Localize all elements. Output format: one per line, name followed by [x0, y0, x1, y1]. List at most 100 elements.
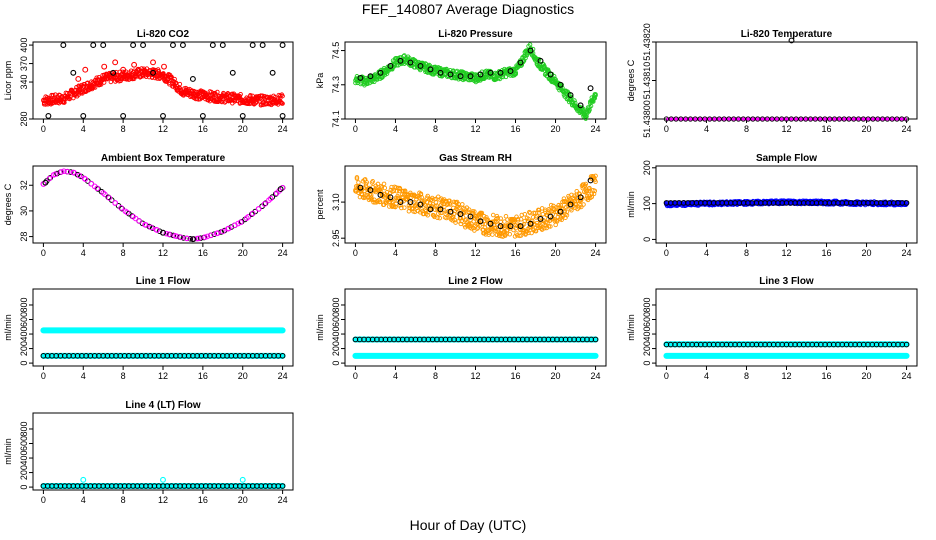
data-point — [211, 231, 218, 237]
x-tick-label: 12 — [781, 248, 791, 258]
data-point — [160, 476, 166, 483]
y-tick-label: 0 — [642, 237, 652, 242]
x-tick-label: 4 — [81, 248, 86, 258]
data-point — [81, 175, 88, 182]
panel-title: Li-820 Temperature — [741, 29, 833, 40]
data-point — [486, 68, 491, 74]
x-tick-label: 8 — [744, 371, 749, 381]
data-point — [572, 193, 577, 198]
x-tick-label: 12 — [158, 371, 168, 381]
data-point — [375, 181, 381, 187]
panel-title: Line 4 (LT) Flow — [125, 400, 201, 411]
y-axis-label: ml/min — [626, 191, 636, 218]
data-point — [367, 73, 374, 80]
data-point — [527, 220, 534, 227]
data-point — [214, 230, 220, 237]
y-tick-label: 0 — [642, 361, 652, 366]
y-tick-label: 200 — [642, 160, 652, 175]
data-point — [220, 228, 226, 235]
data-point — [442, 204, 447, 210]
data-point — [592, 188, 598, 194]
data-point — [593, 173, 598, 179]
data-point — [534, 220, 540, 226]
data-point — [587, 185, 592, 191]
data-point — [567, 201, 574, 208]
data-point — [501, 223, 506, 229]
data-point — [106, 195, 112, 201]
data-point — [445, 202, 450, 207]
data-point — [483, 232, 488, 237]
data-point — [398, 202, 403, 208]
data-point — [142, 69, 149, 76]
panel-9: Line 3 Flow ml/min 0 4 8 12 16 20 24 0 20040060080… — [626, 276, 918, 381]
x-tick-label: 8 — [744, 124, 749, 134]
data-point — [467, 73, 474, 80]
x-tick-label: 16 — [198, 124, 208, 134]
data-point — [238, 91, 243, 97]
data-point — [587, 107, 592, 113]
data-point — [178, 234, 184, 241]
data-point — [110, 69, 117, 76]
data-point — [589, 191, 595, 197]
data-point — [231, 222, 238, 229]
data-point — [394, 63, 400, 68]
series-2 — [357, 47, 594, 109]
data-point — [903, 341, 910, 348]
data-point — [437, 69, 444, 76]
data-point — [536, 210, 542, 215]
data-point — [577, 194, 584, 201]
data-point — [577, 102, 584, 109]
data-point — [196, 235, 202, 242]
x-tick-label: 0 — [353, 248, 358, 258]
x-tick-label: 8 — [433, 124, 438, 134]
data-point — [545, 68, 551, 73]
data-point — [45, 112, 52, 119]
data-point — [457, 211, 464, 218]
data-point — [379, 185, 385, 190]
data-point — [593, 179, 598, 184]
x-tick-label: 24 — [902, 248, 912, 258]
data-point — [279, 353, 286, 359]
y-tick-label: 0 — [331, 361, 341, 366]
data-point — [187, 236, 194, 242]
x-tick-label: 0 — [41, 124, 46, 134]
y-tick-label: 800 — [642, 297, 652, 312]
data-point — [462, 206, 467, 212]
data-point — [554, 219, 560, 224]
data-point — [507, 68, 514, 75]
data-point — [90, 80, 97, 87]
data-point — [225, 225, 232, 232]
data-point — [249, 42, 256, 49]
data-point — [280, 101, 285, 106]
x-tick-label: 0 — [41, 248, 46, 258]
x-tick-label: 0 — [41, 495, 46, 505]
data-point — [120, 112, 127, 119]
data-point — [112, 200, 118, 206]
y-axis-label: kPa — [315, 73, 325, 89]
data-point — [513, 70, 519, 75]
data-point — [130, 213, 136, 220]
data-point — [587, 177, 594, 184]
figure-title: FEF_140807 Average Diagnostics — [361, 1, 575, 17]
data-point — [522, 218, 528, 224]
y-tick-label: 370 — [19, 56, 29, 71]
data-point — [58, 169, 65, 175]
data-point — [249, 210, 256, 217]
panel-title: Line 2 Flow — [448, 276, 503, 287]
data-point — [239, 112, 246, 119]
data-point — [393, 204, 398, 209]
data-point — [561, 199, 567, 204]
data-point — [419, 194, 424, 200]
data-point — [199, 112, 206, 119]
data-point — [378, 189, 384, 194]
data-point — [219, 42, 226, 49]
data-point — [280, 93, 285, 99]
y-tick-label: 100 — [642, 196, 652, 211]
x-tick-label: 4 — [704, 124, 709, 134]
data-point — [469, 221, 474, 227]
panel-8: Line 2 Flow ml/min 0 4 8 12 16 20 24 0 20040060080… — [315, 276, 607, 381]
data-point — [206, 96, 212, 101]
x-tick-label: 12 — [781, 371, 791, 381]
data-point — [172, 233, 178, 239]
